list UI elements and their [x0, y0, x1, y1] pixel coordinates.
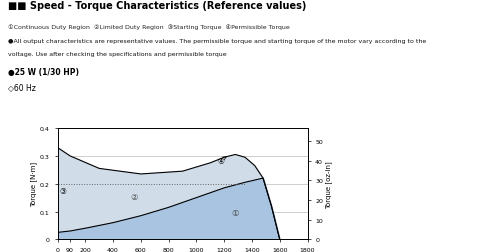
Text: ①: ① [232, 209, 239, 217]
Y-axis label: Torque [oz-in]: Torque [oz-in] [326, 160, 332, 208]
Text: ■■ Speed - Torque Characteristics (Reference values): ■■ Speed - Torque Characteristics (Refer… [8, 1, 306, 11]
Text: ④: ④ [217, 156, 227, 165]
Text: ③: ③ [60, 186, 66, 195]
Text: ●25 W (1/30 HP): ●25 W (1/30 HP) [8, 68, 79, 77]
Text: ●All output characteristics are representative values. The permissible torque an: ●All output characteristics are represen… [8, 39, 426, 44]
Text: ◇60 Hz: ◇60 Hz [8, 83, 36, 92]
Text: voltage. Use after checking the specifications and permissible torque: voltage. Use after checking the specific… [8, 52, 226, 57]
Text: ②: ② [130, 192, 138, 201]
Text: ①Continuous Duty Region  ②Limited Duty Region  ③Starting Torque  ④Permissible To: ①Continuous Duty Region ②Limited Duty Re… [8, 24, 289, 29]
Y-axis label: Torque [N·m]: Torque [N·m] [30, 162, 37, 206]
